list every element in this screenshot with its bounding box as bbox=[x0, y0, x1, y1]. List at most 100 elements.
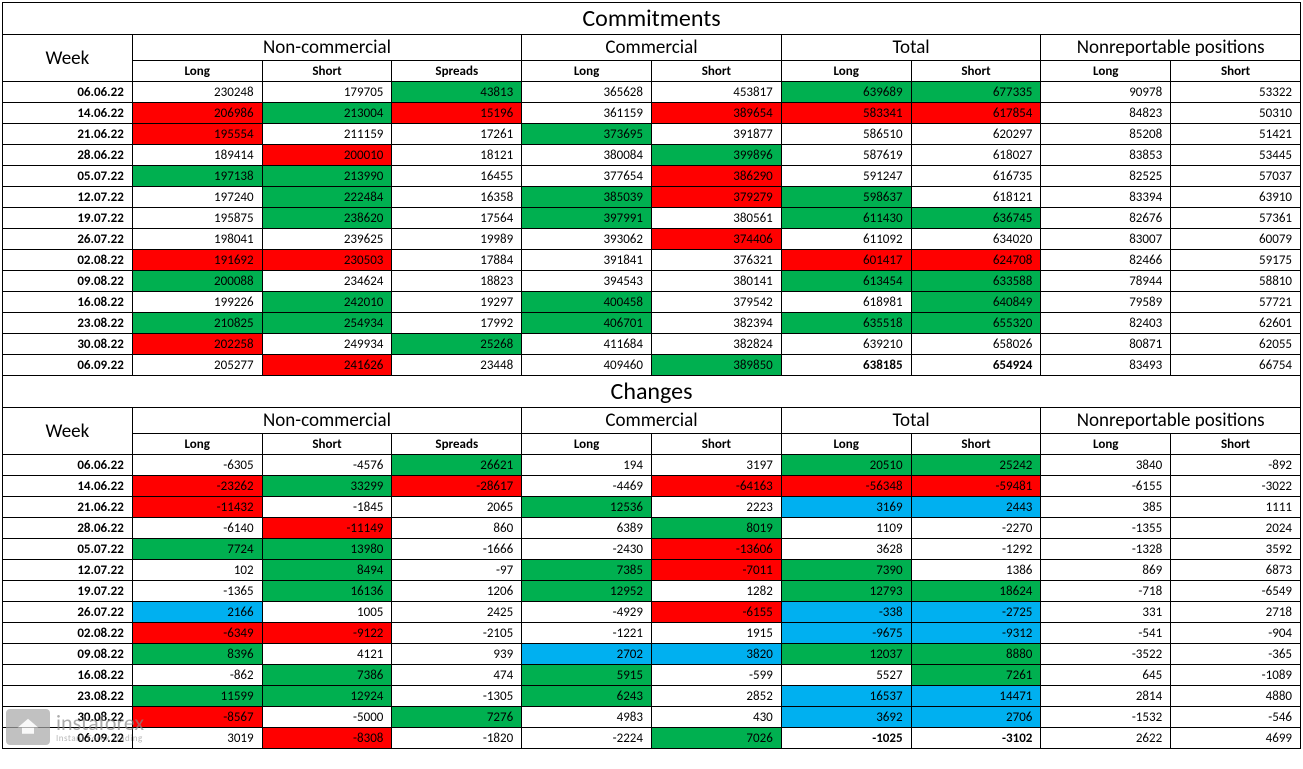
data-cell: 2443 bbox=[911, 497, 1041, 518]
date-cell: 14.06.22 bbox=[3, 476, 133, 497]
group-header: Commercial bbox=[522, 408, 782, 434]
data-cell: 1282 bbox=[651, 581, 781, 602]
data-cell: 197138 bbox=[132, 166, 262, 187]
data-cell: 430 bbox=[651, 707, 781, 728]
data-cell: 616735 bbox=[911, 166, 1041, 187]
data-cell: 82525 bbox=[1041, 166, 1171, 187]
data-cell: 80871 bbox=[1041, 334, 1171, 355]
data-cell: 639210 bbox=[781, 334, 911, 355]
data-cell: 380141 bbox=[651, 271, 781, 292]
data-cell: 633588 bbox=[911, 271, 1041, 292]
table-row: 05.07.22772413980-1666-2430-136063628-12… bbox=[3, 539, 1301, 560]
commitments-table-wrap: CommitmentsWeekNon-commercialCommercialT… bbox=[2, 2, 1301, 749]
data-cell: 611430 bbox=[781, 208, 911, 229]
data-cell: 198041 bbox=[132, 229, 262, 250]
data-cell: 8494 bbox=[262, 560, 392, 581]
column-header: Long bbox=[522, 434, 652, 455]
data-cell: -1089 bbox=[1171, 665, 1301, 686]
data-cell: 2702 bbox=[522, 644, 652, 665]
data-cell: 394543 bbox=[522, 271, 652, 292]
date-cell: 02.08.22 bbox=[3, 250, 133, 271]
data-cell: -1328 bbox=[1041, 539, 1171, 560]
data-cell: 241626 bbox=[262, 355, 392, 376]
column-header: Long bbox=[522, 61, 652, 82]
table-row: 06.09.223019-8308-1820-22247026-1025-310… bbox=[3, 728, 1301, 749]
data-cell: -7011 bbox=[651, 560, 781, 581]
data-cell: 4699 bbox=[1171, 728, 1301, 749]
data-cell: 210825 bbox=[132, 313, 262, 334]
date-cell: 09.08.22 bbox=[3, 644, 133, 665]
data-cell: 2425 bbox=[392, 602, 522, 623]
week-header: Week bbox=[3, 408, 133, 455]
data-cell: 591247 bbox=[781, 166, 911, 187]
data-cell: 611092 bbox=[781, 229, 911, 250]
data-cell: 6873 bbox=[1171, 560, 1301, 581]
data-cell: -3102 bbox=[911, 728, 1041, 749]
data-cell: 191692 bbox=[132, 250, 262, 271]
data-cell: 62601 bbox=[1171, 313, 1301, 334]
data-cell: 634020 bbox=[911, 229, 1041, 250]
group-header: Non-commercial bbox=[132, 408, 521, 434]
data-cell: -1820 bbox=[392, 728, 522, 749]
data-cell: 17992 bbox=[392, 313, 522, 334]
data-cell: 85208 bbox=[1041, 124, 1171, 145]
data-cell: 82676 bbox=[1041, 208, 1171, 229]
data-cell: 6243 bbox=[522, 686, 652, 707]
data-cell: 382824 bbox=[651, 334, 781, 355]
data-cell: 222484 bbox=[262, 187, 392, 208]
data-cell: -718 bbox=[1041, 581, 1171, 602]
data-cell: 12037 bbox=[781, 644, 911, 665]
data-cell: 939 bbox=[392, 644, 522, 665]
data-cell: 199226 bbox=[132, 292, 262, 313]
data-cell: 33299 bbox=[262, 476, 392, 497]
data-cell: 385039 bbox=[522, 187, 652, 208]
column-header: Short bbox=[262, 61, 392, 82]
date-cell: 06.06.22 bbox=[3, 82, 133, 103]
date-cell: 06.09.22 bbox=[3, 728, 133, 749]
date-cell: 12.07.22 bbox=[3, 187, 133, 208]
table-row: 09.08.228396412193927023820120378880-352… bbox=[3, 644, 1301, 665]
data-cell: 12793 bbox=[781, 581, 911, 602]
column-header: Short bbox=[1171, 434, 1301, 455]
data-cell: 13980 bbox=[262, 539, 392, 560]
data-cell: 586510 bbox=[781, 124, 911, 145]
data-cell: 53445 bbox=[1171, 145, 1301, 166]
data-cell: 474 bbox=[392, 665, 522, 686]
data-cell: -59481 bbox=[911, 476, 1041, 497]
data-cell: -13606 bbox=[651, 539, 781, 560]
data-cell: 8880 bbox=[911, 644, 1041, 665]
data-cell: -4576 bbox=[262, 455, 392, 476]
data-cell: -9675 bbox=[781, 623, 911, 644]
data-cell: 2024 bbox=[1171, 518, 1301, 539]
data-cell: 6389 bbox=[522, 518, 652, 539]
table-row: 09.08.2220008823462418823394543380141613… bbox=[3, 271, 1301, 292]
data-cell: 195554 bbox=[132, 124, 262, 145]
data-cell: 7724 bbox=[132, 539, 262, 560]
data-cell: 389850 bbox=[651, 355, 781, 376]
group-header: Nonreportable positions bbox=[1041, 408, 1301, 434]
data-cell: 654924 bbox=[911, 355, 1041, 376]
data-cell: 379542 bbox=[651, 292, 781, 313]
data-cell: 409460 bbox=[522, 355, 652, 376]
data-cell: 869 bbox=[1041, 560, 1171, 581]
data-cell: 400458 bbox=[522, 292, 652, 313]
table-row: 02.08.2219169223050317884391841376321601… bbox=[3, 250, 1301, 271]
data-cell: -1365 bbox=[132, 581, 262, 602]
data-cell: 242010 bbox=[262, 292, 392, 313]
column-header: Short bbox=[1171, 61, 1301, 82]
data-cell: 197240 bbox=[132, 187, 262, 208]
data-cell: 365628 bbox=[522, 82, 652, 103]
data-cell: 15196 bbox=[392, 103, 522, 124]
data-cell: -2270 bbox=[911, 518, 1041, 539]
data-cell: 393062 bbox=[522, 229, 652, 250]
data-cell: 102 bbox=[132, 560, 262, 581]
table-row: 19.07.22-1365161361206129521282127931862… bbox=[3, 581, 1301, 602]
data-cell: -546 bbox=[1171, 707, 1301, 728]
column-header: Long bbox=[781, 434, 911, 455]
group-header: Non-commercial bbox=[132, 35, 521, 61]
group-header: Nonreportable positions bbox=[1041, 35, 1301, 61]
table-row: 28.06.2218941420001018121380084399896587… bbox=[3, 145, 1301, 166]
data-cell: 20510 bbox=[781, 455, 911, 476]
table-row: 21.06.22-11432-1845206512536222331692443… bbox=[3, 497, 1301, 518]
date-cell: 21.06.22 bbox=[3, 497, 133, 518]
